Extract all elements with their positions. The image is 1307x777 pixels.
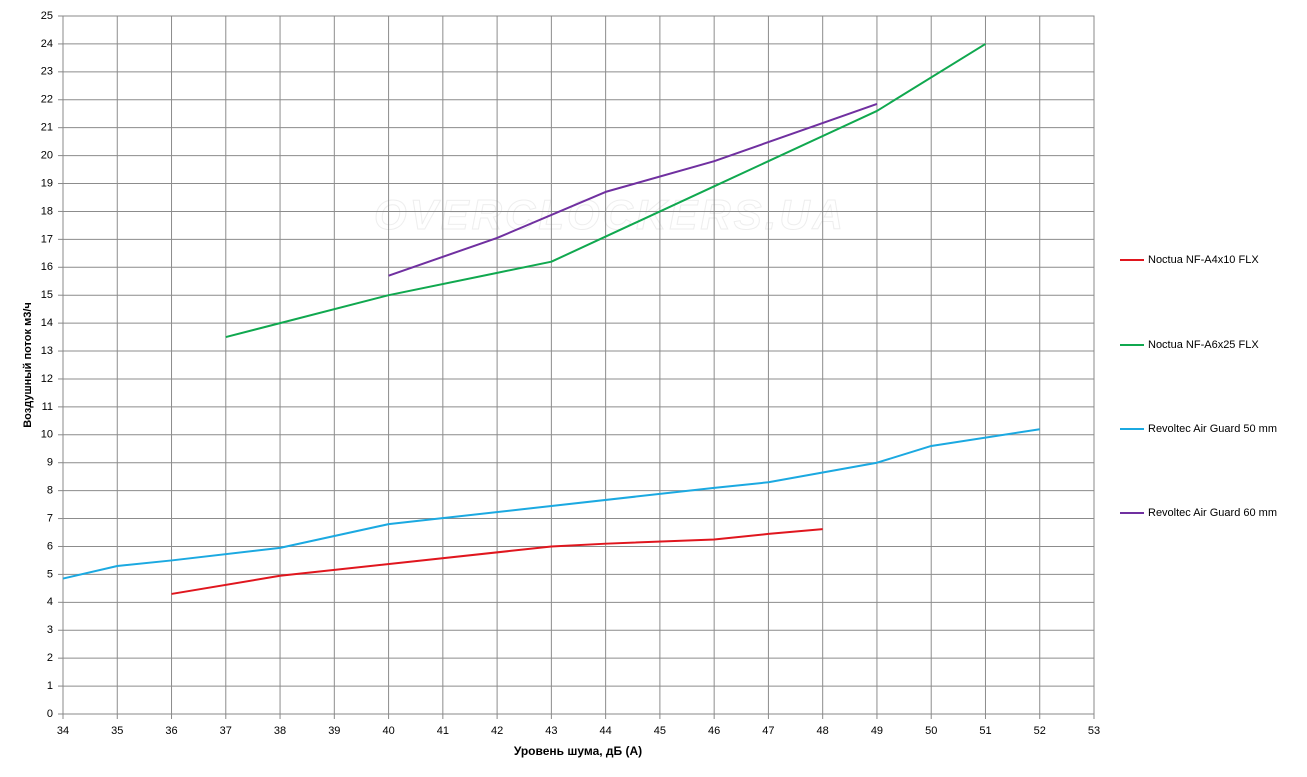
x-tick-label: 36 bbox=[165, 725, 177, 737]
y-tick-label: 25 bbox=[41, 10, 53, 22]
x-tick-label: 34 bbox=[57, 725, 69, 737]
y-tick-label: 8 bbox=[47, 485, 53, 497]
y-tick-label: 2 bbox=[47, 652, 53, 664]
y-axis-label: Воздушный поток м3/ч bbox=[22, 302, 34, 428]
x-tick-label: 49 bbox=[871, 725, 883, 737]
y-tick-label: 18 bbox=[41, 205, 53, 217]
y-tick-label: 5 bbox=[47, 568, 53, 580]
legend-label: Noctua NF-A6x25 FLX bbox=[1148, 339, 1259, 351]
x-tick-label: 39 bbox=[328, 725, 340, 737]
y-tick-label: 13 bbox=[41, 345, 53, 357]
x-tick-label: 43 bbox=[545, 725, 557, 737]
y-tick-label: 14 bbox=[41, 317, 53, 329]
y-tick-label: 10 bbox=[41, 429, 53, 441]
y-tick-label: 6 bbox=[47, 540, 53, 552]
x-tick-label: 46 bbox=[708, 725, 720, 737]
y-tick-label: 3 bbox=[47, 624, 53, 636]
y-tick-label: 17 bbox=[41, 233, 53, 245]
plot-border bbox=[62, 15, 1095, 715]
y-tick-label: 20 bbox=[41, 150, 53, 162]
x-tick-label: 50 bbox=[925, 725, 937, 737]
y-tick-label: 12 bbox=[41, 373, 53, 385]
watermark: OVERCLOCKERS.UA bbox=[374, 191, 846, 238]
x-tick-label: 44 bbox=[600, 725, 612, 737]
x-tick-label: 42 bbox=[491, 725, 503, 737]
legend-label: Revoltec Air Guard 60 mm bbox=[1148, 507, 1277, 519]
series-line bbox=[388, 103, 878, 277]
y-tick-label: 22 bbox=[41, 94, 53, 106]
y-tick-label: 4 bbox=[47, 596, 53, 608]
series-line bbox=[171, 528, 823, 595]
y-tick-label: 1 bbox=[47, 680, 53, 692]
x-axis-label: Уровень шума, дБ (А) bbox=[514, 744, 642, 758]
y-tick-label: 11 bbox=[42, 401, 53, 413]
series-line bbox=[225, 43, 986, 339]
x-tick-label: 40 bbox=[382, 725, 394, 737]
x-tick-label: 35 bbox=[111, 725, 123, 737]
y-tick-label: 7 bbox=[47, 512, 53, 524]
y-tick-label: 21 bbox=[41, 122, 53, 134]
y-tick-label: 0 bbox=[47, 708, 53, 720]
x-tick-label: 53 bbox=[1088, 725, 1100, 737]
series-line bbox=[62, 428, 1040, 580]
x-tick-label: 48 bbox=[817, 725, 829, 737]
y-tick-label: 19 bbox=[41, 177, 53, 189]
y-tick-label: 16 bbox=[41, 261, 53, 273]
x-tick-label: 38 bbox=[274, 725, 286, 737]
y-tick-label: 15 bbox=[41, 289, 53, 301]
y-tick-label: 24 bbox=[41, 38, 53, 50]
x-tick-label: 45 bbox=[654, 725, 666, 737]
legend-label: Noctua NF-A4x10 FLX bbox=[1148, 254, 1259, 266]
y-tick-label: 9 bbox=[47, 457, 53, 469]
x-tick-label: 51 bbox=[979, 725, 991, 737]
x-tick-label: 52 bbox=[1034, 725, 1046, 737]
x-tick-label: 41 bbox=[437, 725, 449, 737]
x-tick-label: 47 bbox=[762, 725, 774, 737]
y-tick-label: 23 bbox=[41, 66, 53, 78]
x-tick-label: 37 bbox=[220, 725, 232, 737]
legend-label: Revoltec Air Guard 50 mm bbox=[1148, 423, 1277, 435]
